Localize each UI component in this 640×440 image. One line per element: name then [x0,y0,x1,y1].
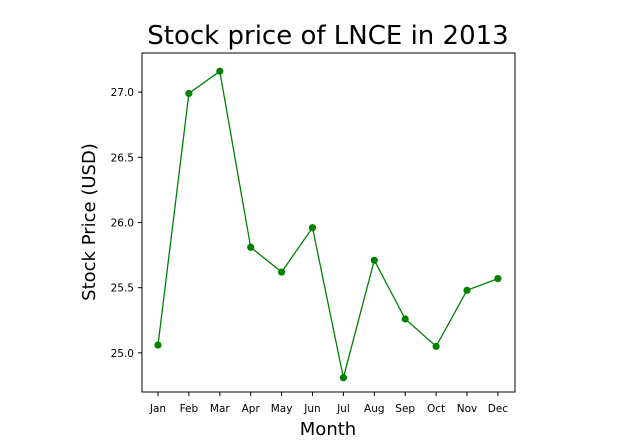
data-point [401,315,409,323]
data-point [432,342,440,350]
x-tick-label: May [271,403,293,415]
y-tick-label: 26.5 [111,152,134,164]
data-point [370,256,378,264]
data-point [339,374,347,382]
axes-frame [141,52,516,393]
data-point [308,224,317,232]
x-tick-label: Apr [242,403,261,415]
data-point [463,286,471,294]
data-point [154,341,162,349]
y-tick-label: 26.0 [111,218,134,230]
data-point [247,243,255,251]
x-tick-label: Oct [427,403,445,415]
x-tick-label: Nov [457,403,478,415]
series-line [157,70,499,378]
x-tick-label: Jul [336,403,350,415]
chart-title: Stock price of LNCE in 2013 [147,21,508,51]
y-tick-label: 25.5 [111,283,134,295]
y-tick-label: 25.0 [111,348,134,360]
x-axis-label: Month [300,419,356,440]
x-tick-label: Dec [488,403,509,415]
x-tick-label: Jun [303,403,320,415]
x-tick-label: Jan [149,403,166,415]
x-tick-label: Mar [210,403,230,415]
y-tick-label: 27.0 [111,87,134,99]
x-tick-label: Feb [180,403,199,415]
data-point [185,89,193,98]
plot-area: 25.0 25.5 26.0 26.5 27.0 Jan Feb Mar Apr May Jun Ju… [111,52,516,415]
data-point [216,67,224,75]
x-tick-label: Sep [395,403,415,415]
data-point [494,274,502,283]
data-point [278,268,286,276]
y-axis-label: Stock Price (USD) [79,143,100,301]
x-tick-label: Aug [364,403,385,415]
